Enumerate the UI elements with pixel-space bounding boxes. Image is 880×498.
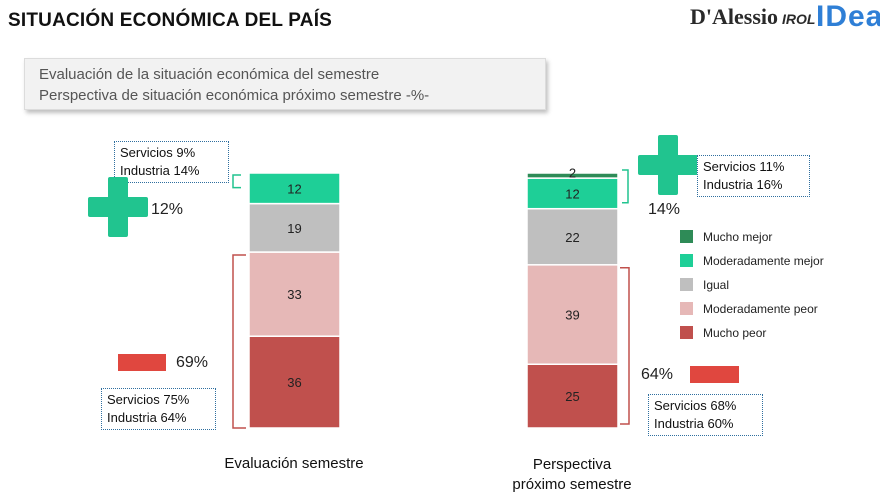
data-label: 33 [287,287,301,302]
bar2-positive-total: 14% [648,201,681,218]
legend-swatch [680,230,693,243]
legend-swatch [680,302,693,315]
note-line: Industria 64% [107,410,187,425]
negative-bracket [232,254,246,429]
legend-label: Mucho mejor [703,230,773,244]
legend-item: Mucho peor [680,326,824,342]
minus-icon [690,366,739,383]
legend-item: Moderadamente mejor [680,254,824,270]
bar-segment [526,177,619,210]
minus-icon [118,354,166,371]
bar-segment [248,172,341,205]
note-line: Servicios 68% [654,398,737,413]
legend-swatch [680,278,693,291]
bar2-negative-total: 64% [641,366,674,383]
x-axis-label-bar2: Perspectiva próximo semestre [474,455,670,495]
positive-bracket [232,174,241,189]
irol-logo-text: IROL [782,11,816,27]
legend-item: Mucho mejor [680,230,824,246]
x-axis-label-bar1: Evaluación semestre [224,455,364,472]
data-label: 12 [287,181,301,196]
plus-icon [88,177,148,237]
note-line: Industria 60% [654,416,734,431]
bar-segment [248,202,341,253]
plus-icon [638,135,698,195]
legend-item: Igual [680,278,824,294]
page-title: SITUACIÓN ECONÓMICA DEL PAÍS [8,10,333,31]
bar1-negative-total: 69% [176,354,209,371]
subtitle-box: Evaluación de la situación económica del… [24,58,546,110]
negative-bracket [620,267,630,425]
data-label: 2 [569,166,576,181]
subtitle-line-1: Evaluación de la situación económica del… [39,66,380,83]
data-label: 39 [565,308,579,323]
legend-label: Moderadamente peor [703,302,818,316]
note-line: Servicios 75% [107,392,190,407]
legend-item: Moderadamente peor [680,302,824,318]
bar-segment [526,207,619,266]
bar-segment [526,264,619,365]
legend-swatch [680,326,693,339]
legend-label: Moderadamente mejor [703,254,824,268]
positive-bracket [622,169,629,204]
bar1-positive-note: Servicios 9% Industria 14% [114,141,229,183]
data-label: 19 [287,221,301,236]
legend-swatch [680,254,693,267]
x-axis-label-line: Perspectiva [532,456,612,473]
note-line: Servicios 11% [703,159,785,174]
dalessio-logo-text: D'Alessio [690,4,778,29]
data-label: 36 [287,375,301,390]
bar-segment [248,335,341,429]
data-label: 25 [565,389,579,404]
idea-logo: IDea [816,0,880,33]
dalessio-logo: D'Alessio IROL [690,4,815,30]
chart-legend: Mucho mejor Moderadamente mejor Igual Mo… [680,230,824,342]
legend-label: Igual [703,278,730,292]
x-axis-label-line: próximo semestre [512,476,632,493]
bar2-negative-note: Servicios 68% Industria 60% [648,394,763,436]
bar2-positive-note: Servicios 11% Industria 16% [697,155,810,197]
data-label: 12 [565,186,579,201]
note-line: Servicios 9% [120,145,196,160]
note-line: Industria 14% [120,163,200,178]
bar1-negative-note: Servicios 75% Industria 64% [101,388,216,430]
bar1-positive-total: 12% [151,201,184,218]
data-label: 22 [565,230,579,245]
legend-label: Mucho peor [703,326,767,340]
subtitle-line-2: Perspectiva de situación económica próxi… [39,87,430,104]
bar-segment [248,251,341,337]
bar-segment [526,172,619,179]
note-line: Industria 16% [703,177,783,192]
